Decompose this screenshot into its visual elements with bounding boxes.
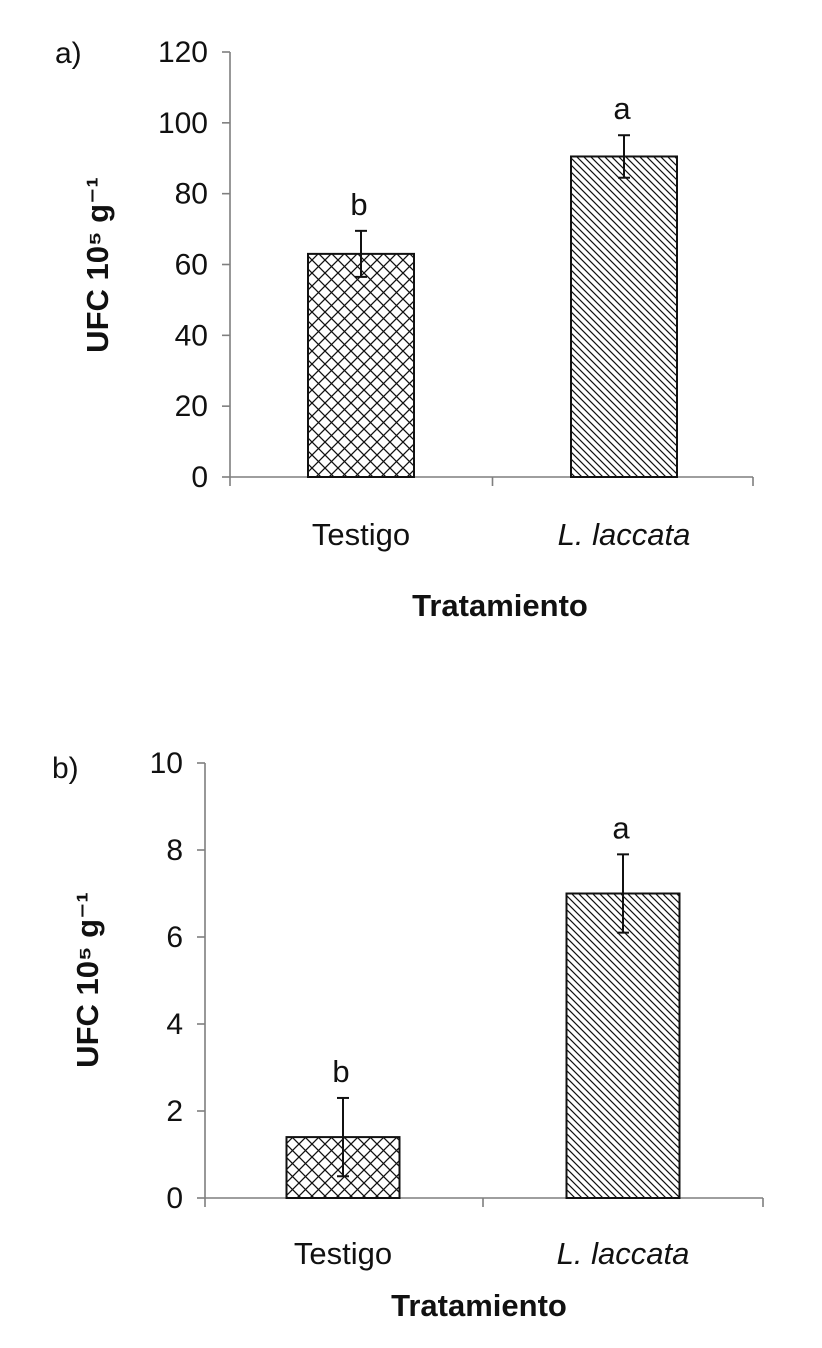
y-tick-label: 20 [175,390,208,423]
y-tick-label: 10 [150,747,183,780]
y-tick-label: 2 [166,1095,183,1128]
significance-letter: b [350,187,367,222]
y-tick-label: 80 [175,178,208,211]
significance-letter: b [332,1054,349,1089]
y-tick-label: 100 [158,107,208,140]
x-tick-label: L. laccata [558,517,691,552]
x-axis-title: Tratamiento [391,1288,567,1323]
y-tick-label: 120 [158,36,208,69]
y-tick-label: 8 [166,834,183,867]
y-tick-label: 60 [175,249,208,282]
y-tick-label: 0 [166,1182,183,1215]
x-axis-title: Tratamiento [412,588,588,623]
panel-label: a) [55,37,82,70]
y-tick-label: 6 [166,921,183,954]
bar-l-laccata [565,892,681,1199]
y-axis-title: UFC 10⁵ g⁻¹ [70,892,105,1068]
y-tick-label: 0 [191,461,208,494]
chart-panel-1: a) 0 20 40 60 80 100 120 b Testigo a L. laccata Trat… [55,36,754,623]
bar-l-laccata [570,155,678,479]
bar-testigo [307,252,415,478]
panel-label: b) [52,752,79,785]
x-tick-label: Testigo [294,1236,392,1271]
y-tick-label: 40 [175,319,208,352]
y-tick-label: 4 [166,1008,183,1041]
x-tick-label: Testigo [312,517,410,552]
chart-panel-2: b) 0 2 4 6 8 10 b Testigo a L. laccata Tratamiento U… [52,747,764,1323]
significance-letter: a [613,91,631,126]
y-axis-title: UFC 10⁵ g⁻¹ [80,177,115,353]
significance-letter: a [612,810,630,845]
x-tick-label: L. laccata [557,1236,690,1271]
